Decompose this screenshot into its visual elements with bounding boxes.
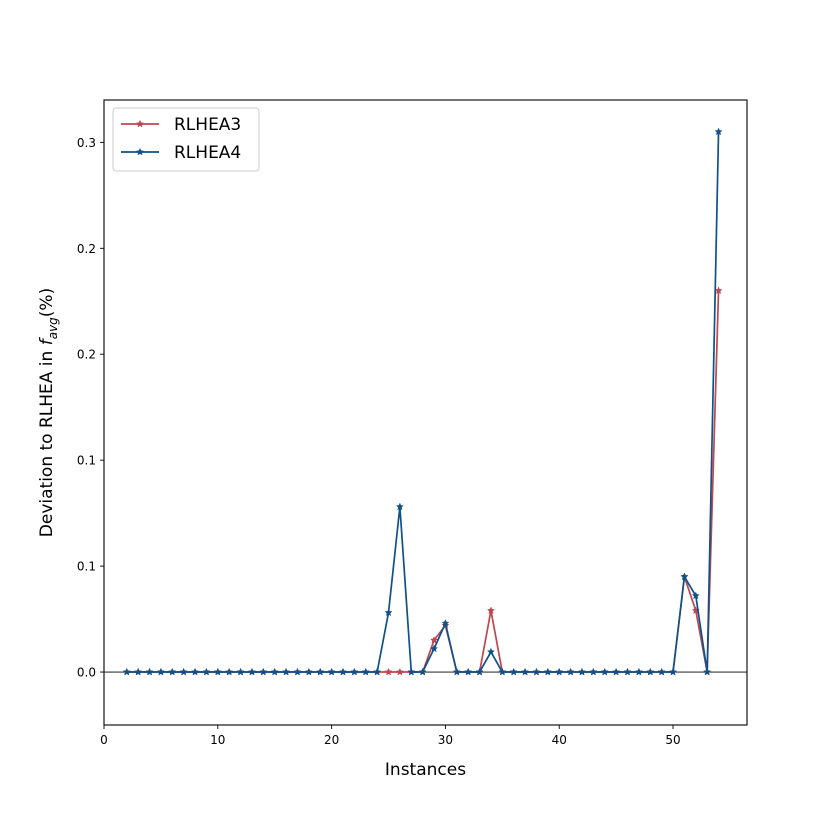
data-point-RLHEA4 bbox=[703, 667, 712, 676]
data-point-RLHEA4 bbox=[225, 667, 234, 676]
data-point-RLHEA4 bbox=[293, 667, 302, 676]
y-axis-label-subscript: avg bbox=[46, 317, 60, 339]
series-line-RLHEA4 bbox=[126, 131, 720, 673]
data-point-RLHEA4 bbox=[646, 667, 655, 676]
data-point-RLHEA4 bbox=[680, 572, 689, 581]
data-point-RLHEA4 bbox=[236, 667, 245, 676]
data-point-RLHEA3 bbox=[486, 606, 495, 615]
data-point-RLHEA4 bbox=[623, 667, 632, 676]
x-tick-label: 10 bbox=[210, 733, 225, 747]
data-point-RLHEA4 bbox=[122, 667, 131, 676]
y-axis-label: Deviation to RLHEA in favg(%) bbox=[37, 288, 60, 537]
series-line-RLHEA3 bbox=[126, 290, 720, 673]
y-tick-label: 0.1 bbox=[77, 454, 96, 468]
data-point-RLHEA4 bbox=[555, 667, 564, 676]
data-point-RLHEA4 bbox=[612, 667, 621, 676]
data-point-RLHEA4 bbox=[600, 667, 609, 676]
data-point-RLHEA4 bbox=[566, 667, 575, 676]
y-tick-label: 0.3 bbox=[77, 136, 96, 150]
data-point-RLHEA4 bbox=[361, 667, 370, 676]
y-tick-label: 0.0 bbox=[77, 666, 96, 680]
data-point-RLHEA4 bbox=[691, 591, 700, 600]
x-tick-label: 20 bbox=[324, 733, 339, 747]
data-point-RLHEA4 bbox=[168, 667, 177, 676]
data-point-RLHEA4 bbox=[577, 667, 587, 676]
data-point-RLHEA4 bbox=[475, 667, 484, 676]
series-RLHEA3 bbox=[122, 286, 723, 676]
data-point-RLHEA4 bbox=[441, 619, 450, 627]
data-point-RLHEA4 bbox=[486, 647, 495, 656]
data-point-RLHEA4 bbox=[213, 667, 222, 676]
data-point-RLHEA4 bbox=[532, 667, 541, 676]
data-point-RLHEA4 bbox=[247, 667, 256, 676]
data-point-RLHEA4 bbox=[259, 667, 268, 676]
data-point-RLHEA4 bbox=[179, 667, 188, 676]
data-point-RLHEA4 bbox=[191, 667, 200, 676]
data-point-RLHEA4 bbox=[395, 502, 404, 511]
data-point-RLHEA4 bbox=[156, 667, 165, 676]
y-axis-label-suffix: (%) bbox=[37, 288, 57, 317]
data-point-RLHEA3 bbox=[395, 667, 404, 676]
data-point-RLHEA4 bbox=[452, 667, 461, 676]
x-axis-label: Instances bbox=[385, 760, 466, 780]
data-point-RLHEA3 bbox=[384, 667, 393, 676]
data-point-RLHEA4 bbox=[429, 644, 439, 653]
legend-label: RLHEA4 bbox=[174, 143, 241, 163]
data-point-RLHEA4 bbox=[668, 667, 678, 676]
data-point-RLHEA4 bbox=[521, 667, 530, 676]
data-point-RLHEA4 bbox=[338, 667, 348, 676]
y-tick-label: 0.2 bbox=[77, 242, 96, 256]
data-point-RLHEA4 bbox=[373, 667, 382, 676]
data-point-RLHEA4 bbox=[714, 127, 723, 136]
y-axis-label-symbol: f bbox=[37, 336, 57, 345]
y-tick-label: 0.2 bbox=[77, 348, 96, 362]
plot-frame bbox=[103, 99, 748, 726]
y-tick-label: 0.1 bbox=[77, 560, 96, 574]
x-tick-label: 50 bbox=[665, 733, 680, 747]
legend: RLHEA3 RLHEA4 bbox=[112, 107, 260, 172]
data-point-RLHEA4 bbox=[202, 667, 211, 676]
data-point-RLHEA4 bbox=[270, 667, 279, 676]
data-point-RLHEA4 bbox=[407, 667, 416, 676]
legend-swatch-marker bbox=[135, 119, 145, 128]
legend-item-RLHEA3: RLHEA3 bbox=[121, 115, 241, 135]
data-point-RLHEA4 bbox=[145, 667, 154, 676]
data-point-RLHEA4 bbox=[327, 667, 336, 676]
data-point-RLHEA4 bbox=[657, 667, 666, 676]
data-point-RLHEA4 bbox=[418, 667, 427, 676]
data-point-RLHEA4 bbox=[543, 667, 552, 676]
y-axis-label-prefix: Deviation to RLHEA in bbox=[37, 345, 57, 537]
data-point-RLHEA4 bbox=[282, 667, 291, 676]
data-point-RLHEA4 bbox=[134, 667, 143, 676]
data-point-RLHEA4 bbox=[498, 667, 507, 676]
x-tick-label: 0 bbox=[100, 733, 108, 747]
data-point-RLHEA4 bbox=[316, 667, 325, 676]
data-point-RLHEA4 bbox=[464, 667, 473, 676]
x-tick-label: 40 bbox=[552, 733, 567, 747]
data-point-RLHEA4 bbox=[304, 667, 313, 676]
data-point-RLHEA4 bbox=[589, 667, 598, 676]
legend-label: RLHEA3 bbox=[174, 115, 241, 135]
data-point-RLHEA3 bbox=[429, 636, 439, 644]
series-RLHEA4 bbox=[122, 127, 723, 676]
data-point-RLHEA4 bbox=[509, 667, 518, 676]
x-tick-label: 30 bbox=[438, 733, 453, 747]
legend-swatch-marker bbox=[135, 147, 145, 156]
data-point-RLHEA4 bbox=[634, 667, 643, 676]
data-point-RLHEA4 bbox=[384, 608, 393, 617]
data-point-RLHEA4 bbox=[350, 667, 359, 676]
legend-item-RLHEA4: RLHEA4 bbox=[121, 143, 241, 163]
